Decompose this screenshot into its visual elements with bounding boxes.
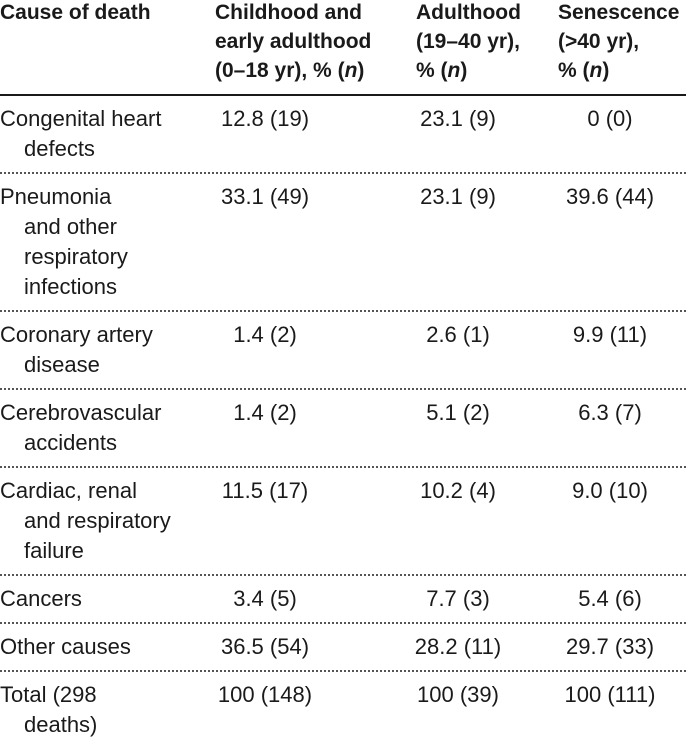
childhood-value: 3.4 (5)	[233, 586, 297, 611]
header-line: % (n)	[416, 59, 468, 82]
table-row: Cerebrovascular accidents 1.4 (2) 5.1 (2) 6.…	[0, 390, 686, 468]
childhood-value: 36.5 (54)	[220, 634, 310, 659]
cause-cell: Pneumonia and other respiratory infections	[0, 182, 128, 302]
adulthood-value: 10.2 (4)	[420, 478, 496, 503]
senescence-value: 5.4 (6)	[578, 586, 642, 611]
cause-line: failure	[24, 538, 84, 563]
table-row: Cardiac, renal and respiratory failure 11.5…	[0, 468, 686, 576]
cause-line: Pneumonia	[0, 184, 112, 209]
header-line: Adulthood	[416, 1, 521, 24]
table-header: Cause of death Childhood and early adult…	[0, 0, 686, 96]
table-row: Coronary artery disease 1.4 (2) 2.6 (1) 9.9 …	[0, 312, 686, 390]
childhood-value: 1.4 (2)	[233, 322, 297, 347]
cause-line: Total (298	[0, 682, 97, 707]
cause-line: Congenital heart	[0, 106, 162, 131]
cause-cell: Coronary artery disease	[0, 320, 153, 380]
adulthood-value: 23.1 (9)	[420, 184, 496, 209]
header-line: (>40 yr),	[558, 30, 640, 53]
senescence-value: 9.9 (11)	[572, 322, 648, 347]
header-line: (0–18 yr), % (n)	[215, 59, 365, 82]
cause-line: disease	[24, 352, 100, 377]
header-cause-of-death: Cause of death	[0, 0, 151, 27]
cause-line: Cerebrovascular	[0, 400, 162, 425]
cause-cell: Cardiac, renal and respiratory failure	[0, 476, 171, 566]
table-row: Cancers 3.4 (5) 7.7 (3) 5.4 (6)	[0, 576, 686, 624]
childhood-value: 33.1 (49)	[220, 184, 310, 209]
header-adulthood: Adulthood (19–40 yr), % (n)	[416, 0, 521, 85]
adulthood-value: 28.2 (11)	[414, 634, 502, 659]
table-row: Congenital heart defects 12.8 (19) 23.1 (9)…	[0, 96, 686, 174]
childhood-value: 100 (148)	[217, 682, 313, 707]
cause-cell: Other causes	[0, 632, 131, 662]
header-line: % (n)	[558, 59, 610, 82]
table-row: Pneumonia and other respiratory infections 3…	[0, 174, 686, 312]
adulthood-value: 23.1 (9)	[420, 106, 496, 131]
senescence-value: 39.6 (44)	[565, 184, 655, 209]
senescence-value: 100 (111)	[564, 682, 656, 707]
header-line: Childhood and	[215, 1, 362, 24]
senescence-value: 6.3 (7)	[578, 400, 642, 425]
header-line: Cause of death	[0, 1, 151, 24]
header-senescence: Senescence (>40 yr), % (n)	[558, 0, 679, 85]
header-line: Senescence	[558, 1, 680, 24]
cause-cell: Cerebrovascular accidents	[0, 398, 161, 458]
header-childhood: Childhood and early adulthood (0–18 yr),…	[215, 0, 371, 85]
header-line: (19–40 yr),	[416, 30, 520, 53]
header-line: early adulthood	[215, 30, 372, 53]
cause-line: Cancers	[0, 586, 82, 611]
childhood-value: 11.5 (17)	[221, 478, 309, 503]
senescence-value: 9.0 (10)	[572, 478, 648, 503]
table-body: Congenital heart defects 12.8 (19) 23.1 (9)…	[0, 96, 686, 742]
cause-line: Coronary artery	[0, 322, 153, 347]
senescence-value: 0 (0)	[587, 106, 633, 131]
table-row: Total (298 deaths) 100 (148) 100 (39) 100 (1…	[0, 672, 686, 742]
table-row: Other causes 36.5 (54) 28.2 (11) 29.7 (33)	[0, 624, 686, 672]
adulthood-value: 2.6 (1)	[426, 322, 490, 347]
senescence-value: 29.7 (33)	[565, 634, 655, 659]
adulthood-value: 7.7 (3)	[426, 586, 490, 611]
childhood-value: 1.4 (2)	[233, 400, 297, 425]
cause-line: and other	[24, 214, 117, 239]
childhood-value: 12.8 (19)	[220, 106, 310, 131]
cause-line: infections	[24, 274, 117, 299]
cause-line: defects	[24, 136, 95, 161]
cause-cell: Total (298 deaths)	[0, 680, 97, 740]
adulthood-value: 5.1 (2)	[426, 400, 490, 425]
adulthood-value: 100 (39)	[417, 682, 499, 707]
cause-line: accidents	[24, 430, 117, 455]
cause-line: respiratory	[24, 244, 128, 269]
cause-cell: Congenital heart defects	[0, 104, 161, 164]
cause-line: deaths)	[24, 712, 98, 737]
cause-line: and respiratory	[24, 508, 171, 533]
cause-line: Cardiac, renal	[0, 478, 137, 503]
cause-line: Other causes	[0, 634, 131, 659]
cause-cell: Cancers	[0, 584, 82, 614]
